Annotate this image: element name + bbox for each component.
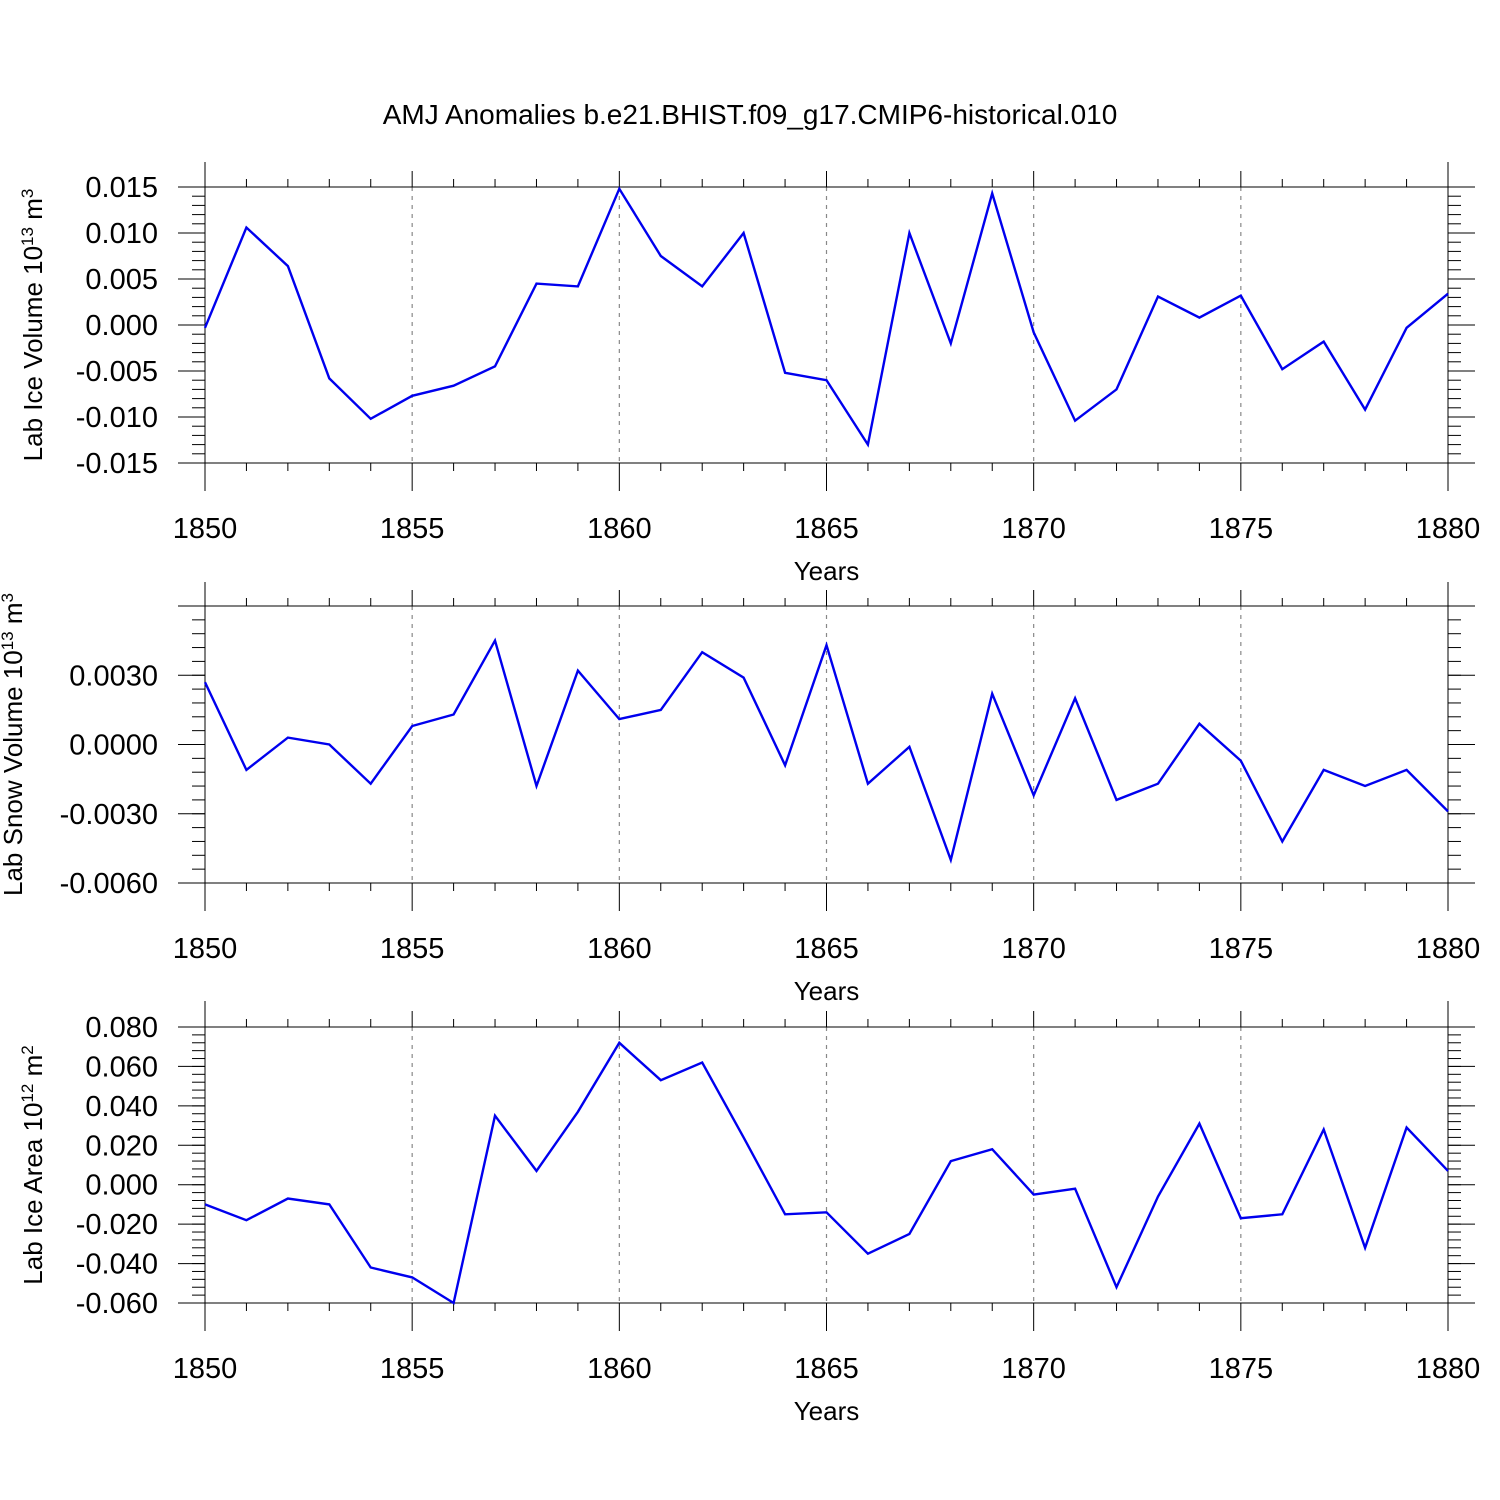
y-tick-label: 0.0000 [69, 730, 158, 762]
x-tick-label: 1880 [1416, 1353, 1481, 1385]
y-tick-label: 0.040 [85, 1091, 158, 1123]
y-tick-label: -0.060 [76, 1288, 158, 1320]
x-tick-label: 1860 [587, 933, 652, 965]
x-axis-label: Years [794, 976, 860, 1006]
y-axis-label-superscript: 13 [0, 631, 17, 650]
x-tick-label: 1875 [1209, 933, 1274, 965]
y-tick-label: 0.020 [85, 1130, 158, 1162]
y-tick-label: 0.000 [85, 1170, 158, 1202]
x-tick-label: 1850 [173, 1353, 238, 1385]
x-tick-label: 1865 [794, 1353, 859, 1385]
y-tick-label: -0.040 [76, 1249, 158, 1281]
x-tick-label: 1875 [1209, 513, 1274, 545]
x-tick-label: 1855 [380, 933, 445, 965]
y-axis-label-part: Lab Ice Area 10 [18, 1103, 48, 1285]
x-tick-label: 1865 [794, 513, 859, 545]
y-tick-label: 0.000 [85, 310, 158, 342]
figure-title: AMJ Anomalies b.e21.BHIST.f09_g17.CMIP6-… [383, 99, 1118, 130]
y-axis-label-superscript: 3 [0, 593, 17, 602]
y-tick-label: -0.0060 [60, 868, 158, 900]
y-tick-label: -0.020 [76, 1209, 158, 1241]
x-tick-label: 1870 [1001, 513, 1066, 545]
ice-area-panel: 1850 1855 1860 1865 1870 1875 1880 -0.060 -0.040… [18, 1001, 1481, 1426]
ice-volume-panel: 1850 1855 1860 1865 1870 1875 1880 -0.015 -0.010… [18, 162, 1481, 586]
x-tick-label: 1880 [1416, 933, 1481, 965]
x-tick-label: 1855 [380, 513, 445, 545]
x-tick-label: 1865 [794, 933, 859, 965]
x-tick-label: 1855 [380, 1353, 445, 1385]
snow-volume-panel: 1850 1855 1860 1865 1870 1875 1880 -0.0060 -0.00… [0, 582, 1480, 1006]
y-axis-label-part: Lab Snow Volume 10 [0, 650, 28, 896]
y-axis-label-superscript: 2 [18, 1045, 37, 1054]
y-tick-label: -0.015 [76, 448, 158, 480]
x-tick-label: 1860 [587, 513, 652, 545]
y-tick-label: 0.060 [85, 1051, 158, 1083]
x-axis-label: Years [794, 556, 860, 586]
x-tick-label: 1875 [1209, 1353, 1274, 1385]
y-axis-label: Lab Snow Volume 1013 m3 [0, 593, 28, 896]
x-tick-label: 1850 [173, 513, 238, 545]
y-axis-label-superscript: 12 [18, 1084, 37, 1103]
y-axis-label-superscript: 3 [18, 189, 37, 198]
y-axis-label-part: m [18, 198, 48, 227]
x-tick-label: 1860 [587, 1353, 652, 1385]
x-tick-label: 1850 [173, 933, 238, 965]
x-tick-label: 1870 [1001, 933, 1066, 965]
y-axis-label-part: Lab Ice Volume 10 [18, 246, 48, 461]
y-tick-label: 0.015 [85, 172, 158, 204]
y-tick-label: -0.010 [76, 402, 158, 434]
series-line [204, 1040, 1449, 1305]
x-axis-label: Years [794, 1396, 860, 1426]
y-tick-label: 0.080 [85, 1012, 158, 1044]
y-axis-label-part: m [0, 602, 28, 631]
y-axis-label-part: m [18, 1055, 48, 1084]
y-axis-label: Lab Ice Area 1012 m2 [18, 1045, 49, 1284]
y-tick-label: 0.010 [85, 218, 158, 250]
y-tick-label: -0.005 [76, 356, 158, 388]
y-axis-label-superscript: 13 [18, 227, 37, 246]
x-tick-label: 1880 [1416, 513, 1481, 545]
x-tick-label: 1870 [1001, 1353, 1066, 1385]
y-tick-label: 0.0030 [69, 660, 158, 692]
y-axis-label: Lab Ice Volume 1013 m3 [18, 189, 49, 462]
y-tick-label: -0.0030 [60, 799, 158, 831]
series-line [203, 637, 1449, 864]
y-tick-label: 0.005 [85, 264, 158, 296]
